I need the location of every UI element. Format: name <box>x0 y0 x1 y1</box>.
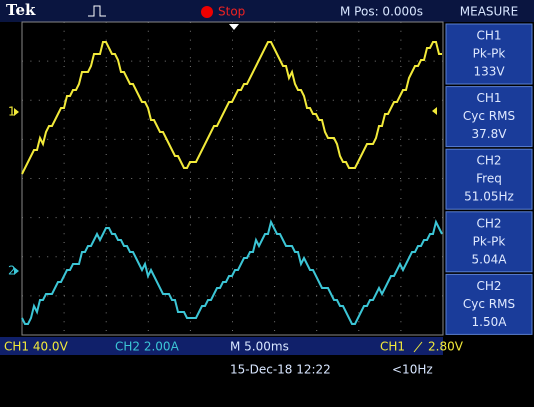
measure-label: Cyc RMS <box>463 109 515 123</box>
position: M Pos: 0.000s <box>340 5 423 19</box>
measure-label: Freq <box>476 172 502 186</box>
menu-title: MEASURE <box>460 5 518 19</box>
status: Stop <box>218 5 245 19</box>
timebase: M 5.00ms <box>230 340 289 354</box>
measure-channel: CH2 <box>476 154 501 168</box>
measure-value: 5.04A <box>472 252 508 266</box>
measure-value: 51.05Hz <box>464 190 514 204</box>
oscilloscope-screen: Tek Stop M Pos: 0.000s MEASURE 1 2 CH1Pk… <box>0 0 534 407</box>
trigger-source: CH1 <box>380 340 405 354</box>
stop-dot <box>201 6 213 18</box>
brand: Tek <box>6 1 36 19</box>
measure-value: 133V <box>473 65 505 79</box>
date: 15-Dec-18 12:22 <box>230 363 331 377</box>
measure-channel: CH1 <box>476 29 501 43</box>
page: Tek Stop M Pos: 0.000s MEASURE 1 2 CH1Pk… <box>0 0 534 407</box>
measure-value: 1.50A <box>472 315 508 329</box>
trigger-level: 2.80V <box>428 340 464 354</box>
measure-channel: CH2 <box>476 216 501 230</box>
measure-label: Pk-Pk <box>473 234 506 248</box>
measure-label: Cyc RMS <box>463 297 515 311</box>
measure-value: 37.8V <box>472 127 508 141</box>
ch2-scale: CH2 2.00A <box>115 340 180 354</box>
trigger-frequency: <10Hz <box>392 363 433 377</box>
measure-channel: CH1 <box>476 91 501 105</box>
ch1-scale: CH1 40.0V <box>4 340 69 354</box>
measure-channel: CH2 <box>476 279 501 293</box>
measure-label: Pk-Pk <box>473 47 506 61</box>
measure-menu: CH1 Pk-Pk 133V CH1 Cyc RMS 37.8V CH2 Freq 51.05H… <box>446 24 532 334</box>
